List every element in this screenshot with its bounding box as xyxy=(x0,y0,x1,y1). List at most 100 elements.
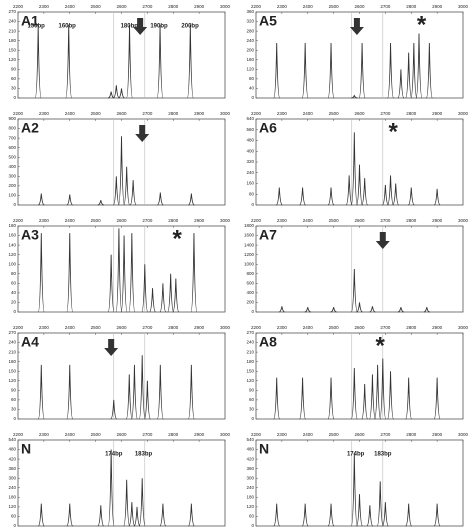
x-tick-label: 2200 xyxy=(13,325,24,330)
y-tick-label: 0 xyxy=(13,416,16,421)
peak xyxy=(379,358,387,420)
y-tick-label: 320 xyxy=(246,19,254,24)
peak xyxy=(65,24,73,99)
y-tick-label: 1600 xyxy=(244,233,255,238)
y-tick-label: 0 xyxy=(251,95,254,100)
peak xyxy=(327,187,335,206)
peak xyxy=(405,377,413,420)
y-tick-label: 180 xyxy=(246,495,254,500)
panel-label: A5 xyxy=(259,13,277,29)
peak xyxy=(327,503,335,527)
y-tick-label: 60 xyxy=(11,281,17,286)
y-tick-label: 240 xyxy=(246,485,254,490)
y-tick-label: 500 xyxy=(8,154,16,159)
peak xyxy=(273,377,281,420)
arrow xyxy=(104,339,119,356)
x-tick-label: 2900 xyxy=(432,325,443,330)
y-tick-label: 180 xyxy=(8,495,16,500)
x-tick-label: 2700 xyxy=(142,111,153,116)
y-tick-label: 360 xyxy=(246,9,254,14)
peak xyxy=(149,288,156,313)
x-tick-label: 3000 xyxy=(458,325,469,330)
panel-label: A8 xyxy=(259,334,277,350)
peak xyxy=(433,503,441,527)
x-tick-label: 2200 xyxy=(251,432,262,437)
y-tick-label: 420 xyxy=(8,456,16,461)
x-tick-label: 2500 xyxy=(329,432,340,437)
x-tick-label: 2200 xyxy=(13,4,24,9)
x-tick-label: 3000 xyxy=(458,432,469,437)
y-tick-label: 640 xyxy=(246,116,254,121)
x-tick-label: 2300 xyxy=(39,432,50,437)
peak xyxy=(276,187,283,206)
size-label: 160bp xyxy=(58,24,76,30)
peak xyxy=(123,479,131,527)
peak xyxy=(408,187,415,206)
panel-frame xyxy=(255,332,464,420)
peak xyxy=(156,24,164,99)
peak xyxy=(351,94,358,99)
peak xyxy=(141,264,149,313)
x-tick-label: 2300 xyxy=(39,325,50,330)
panel-frame xyxy=(17,118,226,206)
y-tick-label: 480 xyxy=(8,447,16,452)
y-tick-label: 0 xyxy=(13,202,16,207)
x-tick-label: 2300 xyxy=(39,218,50,223)
peak xyxy=(410,43,418,99)
y-tick-label: 30 xyxy=(11,407,17,412)
arrow xyxy=(133,18,148,35)
peak xyxy=(397,307,404,313)
y-tick-label: 160 xyxy=(246,57,254,62)
y-tick-label: 80 xyxy=(249,191,255,196)
y-tick-label: 270 xyxy=(246,330,254,335)
x-tick-label: 2400 xyxy=(65,4,76,9)
peak xyxy=(188,193,195,206)
y-tick-label: 270 xyxy=(8,330,16,335)
x-tick-label: 2900 xyxy=(194,111,205,116)
x-tick-label: 2900 xyxy=(432,111,443,116)
panel-label: A3 xyxy=(21,227,39,243)
y-tick-label: 270 xyxy=(8,9,16,14)
y-tick-label: 280 xyxy=(246,28,254,33)
peak xyxy=(387,43,394,99)
x-tick-label: 2600 xyxy=(354,111,365,116)
size-label: 183bp xyxy=(135,452,153,458)
x-tick-label: 2400 xyxy=(303,325,314,330)
peak xyxy=(97,505,105,527)
panel-label: A2 xyxy=(21,120,39,136)
peak xyxy=(299,377,307,420)
x-tick-label: 2700 xyxy=(142,218,153,223)
peak xyxy=(301,43,309,99)
panel-label: A1 xyxy=(21,13,39,29)
x-tick-label: 2600 xyxy=(354,218,365,223)
size-label: 200bp xyxy=(181,24,199,30)
y-tick-label: 180 xyxy=(8,223,16,228)
x-tick-label: 2500 xyxy=(91,432,102,437)
x-tick-label: 2800 xyxy=(168,111,179,116)
y-tick-label: 60 xyxy=(249,397,255,402)
peak xyxy=(415,33,423,99)
x-tick-label: 2200 xyxy=(251,111,262,116)
y-tick-label: 300 xyxy=(8,475,16,480)
x-tick-label: 2400 xyxy=(303,218,314,223)
y-tick-label: 240 xyxy=(8,19,16,24)
peak xyxy=(423,307,430,313)
x-tick-label: 2900 xyxy=(432,4,443,9)
peak xyxy=(159,283,167,313)
y-tick-label: 210 xyxy=(8,28,16,33)
y-tick-label: 0 xyxy=(251,523,254,528)
y-tick-label: 180 xyxy=(246,359,254,364)
peak xyxy=(356,164,363,206)
peak xyxy=(129,180,137,206)
peak xyxy=(350,268,358,313)
x-tick-label: 2300 xyxy=(277,325,288,330)
arrow xyxy=(375,232,390,249)
x-tick-label: 2900 xyxy=(194,432,205,437)
y-tick-label: 80 xyxy=(249,76,255,81)
y-tick-label: 420 xyxy=(246,456,254,461)
x-tick-label: 2600 xyxy=(116,325,127,330)
peak xyxy=(433,377,441,420)
y-tick-label: 480 xyxy=(246,447,254,452)
y-tick-label: 100 xyxy=(8,261,16,266)
y-tick-label: 90 xyxy=(11,67,17,72)
